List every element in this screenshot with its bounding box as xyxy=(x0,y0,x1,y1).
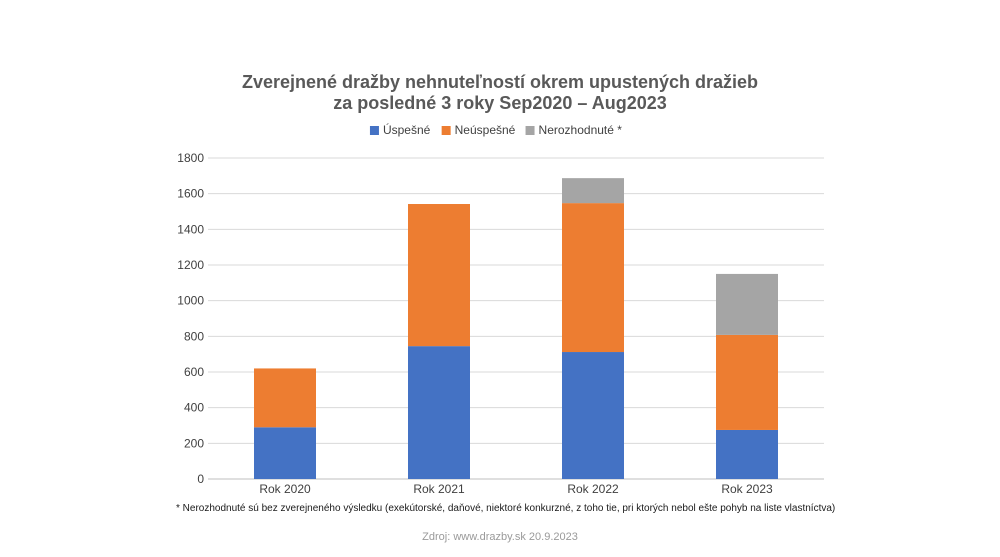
y-tick-label: 800 xyxy=(184,329,204,343)
y-tick-label: 1400 xyxy=(177,222,204,236)
x-tick-label: Rok 2021 xyxy=(413,482,465,496)
y-tick-label: 600 xyxy=(184,365,204,379)
legend-label: Nerozhodnuté * xyxy=(539,123,623,137)
legend-label: Neúspešné xyxy=(455,123,516,137)
legend: Úspešné Neúspešné Nerozhodnuté * xyxy=(369,122,623,137)
y-tick-label: 1000 xyxy=(177,294,204,308)
y-tick-label: 0 xyxy=(197,472,204,486)
bar-segment xyxy=(716,429,778,479)
legend-label: Úspešné xyxy=(383,122,431,137)
legend-swatch xyxy=(525,126,535,135)
y-axis: 0 200 400 600 800 1000 1200 1400 1600 1800 xyxy=(177,151,204,486)
bars xyxy=(254,178,778,479)
x-axis: Rok 2020 Rok 2021 Rok 2022 Rok 2023 xyxy=(259,482,773,496)
bar-segment xyxy=(408,346,470,479)
x-tick-label: Rok 2023 xyxy=(721,482,773,496)
y-tick-label: 400 xyxy=(184,401,204,415)
footnote: * Nerozhodnuté sú bez zverejneného výsle… xyxy=(176,503,836,514)
chart-title-line2: za posledné 3 roky Sep2020 – Aug2023 xyxy=(333,93,667,113)
legend-swatch xyxy=(441,126,451,135)
bar-segment xyxy=(254,427,316,479)
bar-segment xyxy=(562,203,624,353)
bar-segment xyxy=(716,273,778,335)
bar-segment xyxy=(254,368,316,428)
y-tick-label: 1800 xyxy=(177,151,204,165)
chart-title-line1: Zverejnené dražby nehnuteľností okrem up… xyxy=(242,72,758,92)
y-tick-label: 1600 xyxy=(177,187,204,201)
legend-swatch xyxy=(369,126,379,135)
bar-segment xyxy=(408,204,470,347)
source-note: Zdroj: www.drazby.sk 20.9.2023 xyxy=(422,531,578,543)
x-tick-label: Rok 2022 xyxy=(567,482,619,496)
bar-segment xyxy=(562,178,624,204)
y-tick-label: 1200 xyxy=(177,258,204,272)
bar-segment xyxy=(562,352,624,479)
x-tick-label: Rok 2020 xyxy=(259,482,311,496)
bar-segment xyxy=(716,334,778,430)
y-tick-label: 200 xyxy=(184,436,204,450)
